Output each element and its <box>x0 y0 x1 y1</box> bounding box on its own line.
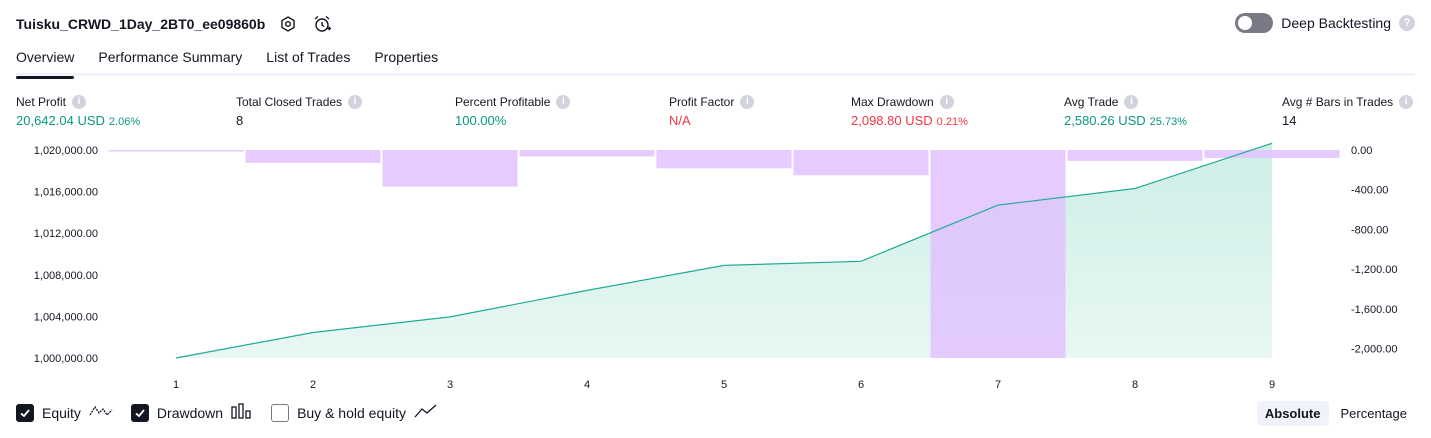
help-icon[interactable]: ? <box>1399 15 1415 31</box>
deep-backtesting-label: Deep Backtesting <box>1281 15 1391 31</box>
metric-percent: 0.21% <box>936 116 968 128</box>
metric-label: Max Drawdown <box>851 94 934 109</box>
drawdown-bars-icon <box>231 403 253 422</box>
buy-hold-checkbox[interactable] <box>271 403 290 422</box>
info-icon[interactable]: i <box>72 94 87 109</box>
chart-legend: Equity Drawdown Buy & hold equity <box>16 403 438 422</box>
left-tick-label: 1,000,000.00 <box>34 353 98 365</box>
buy-hold-line-icon <box>414 403 438 422</box>
right-tick-label: -400.00 <box>1351 185 1388 197</box>
metric-avg-bars-in-trades: Avg # Bars in Trades i 14 <box>1282 93 1414 128</box>
legend-equity[interactable]: Equity <box>16 403 113 422</box>
deep-backtesting-toggle[interactable] <box>1235 13 1274 33</box>
metric-avg-trade: Avg Trade i 2,580.26 USD 25.73% <box>1064 93 1187 128</box>
drawdown-bar <box>793 150 929 176</box>
metric-value: N/A <box>669 113 691 128</box>
metric-label: Avg # Bars in Trades <box>1282 94 1394 109</box>
x-tick-label: 6 <box>858 379 864 391</box>
x-tick-label: 4 <box>584 379 590 391</box>
absolute-button[interactable]: Absolute <box>1256 401 1329 426</box>
scale-mode: Absolute Percentage <box>1256 401 1415 426</box>
equity-line <box>175 142 1273 359</box>
right-tick-label: -2,000.00 <box>1351 344 1397 356</box>
add-alert-icon[interactable] <box>311 13 333 35</box>
legend-drawdown[interactable]: Drawdown <box>130 403 253 422</box>
drawdown-checkbox[interactable] <box>130 403 149 422</box>
metric-net-profit: Net Profit i 20,642.04 USD 2.06% <box>16 93 140 128</box>
metric-percent-profitable: Percent Profitable i 100.00% <box>455 93 571 128</box>
left-tick-label: 1,004,000.00 <box>34 311 98 323</box>
deep-backtesting: Deep Backtesting ? <box>1235 13 1415 33</box>
equity-drawdown-chart: 1,020,000.00 1,016,000.00 1,012,000.00 1,00… <box>34 142 1397 391</box>
info-icon[interactable]: i <box>740 94 755 109</box>
info-icon[interactable]: i <box>1399 94 1414 109</box>
metric-value: 14 <box>1282 113 1297 128</box>
metric-value: 100.00% <box>455 113 507 128</box>
drawdown-bar <box>930 150 1066 358</box>
metric-profit-factor: Profit Factor i N/A <box>669 93 755 128</box>
metric-max-drawdown: Max Drawdown i 2,098.80 USD 0.21% <box>851 93 968 128</box>
drawdown-bar <box>519 150 655 157</box>
drawdown-bar <box>382 150 518 187</box>
tab-overview[interactable]: Overview <box>16 44 75 79</box>
drawdown-bar <box>245 150 381 163</box>
equity-checkbox[interactable] <box>16 403 34 422</box>
x-tick-label: 5 <box>721 379 727 391</box>
right-tick-label: -800.00 <box>1351 224 1388 236</box>
left-tick-label: 1,020,000.00 <box>34 145 98 157</box>
left-tick-label: 1,016,000.00 <box>34 187 98 199</box>
drawdown-bar <box>656 150 792 169</box>
tab-performance-summary[interactable]: Performance Summary <box>98 49 243 65</box>
x-tick-label: 2 <box>310 379 316 391</box>
drawdown-bar <box>1204 150 1340 158</box>
right-tick-label: -1,200.00 <box>1351 264 1397 276</box>
metric-total-closed-trades: Total Closed Trades i 8 <box>236 93 363 128</box>
legend-equity-label: Equity <box>42 404 81 421</box>
metric-label: Avg Trade <box>1064 94 1119 109</box>
legend-buy-hold-label: Buy & hold equity <box>297 404 407 421</box>
x-tick-label: 7 <box>995 379 1001 391</box>
tab-properties[interactable]: Properties <box>374 49 439 65</box>
right-tick-label: -1,600.00 <box>1351 304 1397 316</box>
tab-list-of-trades[interactable]: List of Trades <box>266 49 351 65</box>
metric-value: 8 <box>236 113 244 128</box>
metric-value: 2,098.80 USD 0.21% <box>851 113 968 128</box>
tab-bar: Overview Performance Summary List of Tra… <box>16 44 1415 79</box>
metric-percent: 2.06% <box>108 116 141 128</box>
equity-line-icon <box>89 403 113 422</box>
metric-label: Total Closed Trades <box>236 94 343 109</box>
left-tick-label: 1,008,000.00 <box>34 270 98 282</box>
metric-percent: 25.73% <box>1149 116 1187 128</box>
metric-value: 20,642.04 USD 2.06% <box>16 113 141 128</box>
metric-label: Net Profit <box>16 94 67 109</box>
x-tick-label: 9 <box>1269 379 1275 391</box>
metric-label: Profit Factor <box>669 94 735 109</box>
legend-buy-hold[interactable]: Buy & hold equity <box>271 403 438 422</box>
legend-drawdown-label: Drawdown <box>156 404 224 421</box>
x-tick-label: 8 <box>1132 379 1138 391</box>
strategy-header: Tuisku_CRWD_1Day_2BT0_ee09860b <box>16 12 333 36</box>
equity-area <box>176 143 1272 358</box>
info-icon[interactable]: i <box>556 94 571 109</box>
right-tick-label: 0.00 <box>1351 145 1372 157</box>
percentage-button[interactable]: Percentage <box>1340 406 1408 421</box>
info-icon[interactable]: i <box>348 94 363 109</box>
x-tick-label: 1 <box>173 379 179 391</box>
left-tick-label: 1,012,000.00 <box>34 228 98 240</box>
metric-label: Percent Profitable <box>455 94 551 109</box>
info-icon[interactable]: i <box>939 94 954 109</box>
drawdown-bar <box>108 150 244 152</box>
settings-icon[interactable] <box>277 13 299 35</box>
x-tick-label: 3 <box>447 379 453 391</box>
drawdown-bar <box>1067 150 1203 161</box>
info-icon[interactable]: i <box>1124 94 1139 109</box>
metric-value: 2,580.26 USD 25.73% <box>1064 113 1187 128</box>
strategy-name: Tuisku_CRWD_1Day_2BT0_ee09860b <box>16 16 266 32</box>
